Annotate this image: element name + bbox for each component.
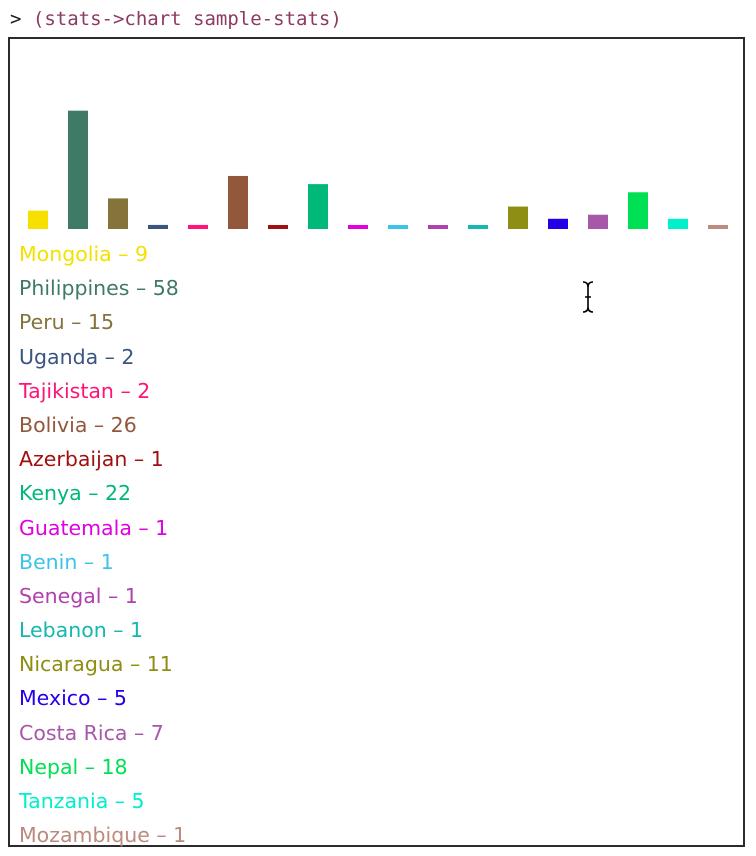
legend-item-benin: Benin – 1 [19,549,114,574]
bar-benin [388,225,408,229]
bar-mongolia [28,210,48,229]
legend-item-kenya: Kenya – 22 [19,481,132,506]
bar-azerbaijan [268,225,288,229]
legend-item-uganda: Uganda – 2 [19,344,135,369]
legend-item-tajikistan: Tajikistan – 2 [19,378,151,403]
bar-tajikistan [188,224,208,229]
legend-item-costa-rica: Costa Rica – 7 [19,720,164,745]
legend-item-azerbaijan: Azerbaijan – 1 [19,447,164,472]
legend-item-nicaragua: Nicaragua – 11 [19,652,173,677]
chart-output-panel: Mongolia – 9 Philippines – 58 Peru – 15 Uga… [8,37,745,847]
legend-item-bolivia: Bolivia – 26 [19,412,137,437]
bar-bolivia [228,175,248,229]
bar-mexico [548,218,568,229]
bar-kenya [308,184,328,229]
legend-item-tanzania: Tanzania – 5 [19,789,145,813]
bar-mozambique [708,225,728,229]
bar-peru [108,198,128,229]
bar-chart [28,110,728,229]
legend-item-lebanon: Lebanon – 1 [19,618,144,643]
prompt-symbol: > [10,8,22,30]
legend-item-mozambique: Mozambique – 1 [19,823,187,848]
bar-uganda [148,224,168,229]
legend-item-mongolia: Mongolia – 9 [19,242,149,266]
bar-guatemala [348,225,368,229]
bar-costa-rica [588,214,608,229]
repl-prompt-line: > (stats->chart sample-stats) [10,6,342,32]
legend-item-philippines: Philippines – 58 [19,276,179,301]
text-cursor-icon [582,281,594,313]
bar-nicaragua [508,206,528,229]
legend-item-guatemala: Guatemala – 1 [19,515,169,540]
repl-command: (stats->chart sample-stats) [32,8,342,30]
bar-tanzania [668,218,688,229]
legend-item-nepal: Nepal – 18 [19,754,128,779]
chart-legend: Mongolia – 9 Philippines – 58 Peru – 15 Uga… [19,237,186,852]
legend-item-mexico: Mexico – 5 [19,686,127,711]
bar-senegal [428,225,448,229]
legend-item-senegal: Senegal – 1 [19,583,138,608]
bar-philippines [68,110,88,229]
bar-nepal [628,192,648,229]
bar-lebanon [468,225,488,229]
legend-item-peru: Peru – 15 [19,310,115,335]
